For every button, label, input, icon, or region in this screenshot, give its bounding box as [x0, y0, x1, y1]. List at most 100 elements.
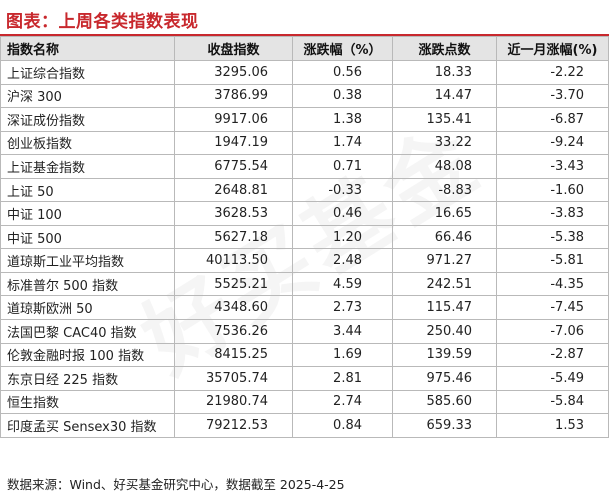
cell-change-pct: 1.69 — [292, 342, 393, 368]
cell-close: 6775.54 — [174, 154, 293, 179]
cell-change-points: 139.59 — [392, 342, 497, 368]
cell-month-change: 1.53 — [496, 413, 609, 438]
index-table-container: 指数名称 收盘指数 涨跌幅（%） 涨跌点数 近一月涨幅(%) 上证综合指数 329… — [0, 36, 609, 438]
cell-month-change: -3.43 — [496, 154, 609, 179]
cell-close: 79212.53 — [174, 413, 293, 438]
table-header-row: 指数名称 收盘指数 涨跌幅（%） 涨跌点数 近一月涨幅(%) — [0, 36, 609, 61]
column-header-close: 收盘指数 — [174, 36, 293, 61]
cell-month-change: -7.45 — [496, 295, 609, 321]
cell-close: 3295.06 — [174, 60, 293, 85]
cell-change-pct: 1.38 — [292, 107, 393, 132]
cell-close: 40113.50 — [174, 248, 293, 273]
cell-change-points: 115.47 — [392, 295, 497, 321]
table-row: 上证基金指数 6775.54 0.71 48.08 -3.43 — [0, 154, 609, 179]
cell-index-name: 中证 100 — [0, 201, 175, 226]
cell-change-points: 135.41 — [392, 107, 497, 132]
table-row: 标准普尔 500 指数 5525.21 4.59 242.51 -4.35 — [0, 271, 609, 297]
cell-change-points: 250.40 — [392, 319, 497, 344]
title-bar: 图表：上周各类指数表现 — [0, 0, 609, 36]
cell-change-pct: 0.84 — [292, 413, 393, 438]
cell-index-name: 上证综合指数 — [0, 60, 175, 85]
cell-month-change: -9.24 — [496, 130, 609, 156]
table-row: 印度孟买 Sensex30 指数 79212.53 0.84 659.33 1.53 — [0, 413, 609, 438]
cell-change-points: 33.22 — [392, 130, 497, 156]
table-row: 创业板指数 1947.19 1.74 33.22 -9.24 — [0, 130, 609, 156]
cell-change-pct: 0.38 — [292, 83, 393, 109]
cell-change-points: 242.51 — [392, 271, 497, 297]
cell-change-points: 18.33 — [392, 60, 497, 85]
cell-change-pct: 2.73 — [292, 295, 393, 321]
table-row: 东京日经 225 指数 35705.74 2.81 975.46 -5.49 — [0, 366, 609, 391]
index-performance-table: 指数名称 收盘指数 涨跌幅（%） 涨跌点数 近一月涨幅(%) 上证综合指数 329… — [0, 36, 609, 438]
cell-close: 5627.18 — [174, 224, 293, 250]
cell-index-name: 法国巴黎 CAC40 指数 — [0, 319, 175, 344]
data-source-note: 数据来源：Wind、好买基金研究中心，数据截至 2025-4-25 — [7, 477, 345, 492]
cell-index-name: 道琼斯欧洲 50 — [0, 295, 175, 321]
table-row: 道琼斯工业平均指数 40113.50 2.48 971.27 -5.81 — [0, 248, 609, 273]
cell-month-change: -6.87 — [496, 107, 609, 132]
cell-close: 9917.06 — [174, 107, 293, 132]
cell-month-change: -3.70 — [496, 83, 609, 109]
table-row: 深证成份指数 9917.06 1.38 135.41 -6.87 — [0, 107, 609, 132]
cell-month-change: -5.81 — [496, 248, 609, 273]
cell-month-change: -5.38 — [496, 224, 609, 250]
cell-change-points: 14.47 — [392, 83, 497, 109]
table-row: 法国巴黎 CAC40 指数 7536.26 3.44 250.40 -7.06 — [0, 319, 609, 344]
cell-month-change: -4.35 — [496, 271, 609, 297]
cell-close: 35705.74 — [174, 366, 293, 391]
table-row: 上证综合指数 3295.06 0.56 18.33 -2.22 — [0, 60, 609, 85]
table-row: 伦敦金融时报 100 指数 8415.25 1.69 139.59 -2.87 — [0, 342, 609, 368]
cell-change-points: 971.27 — [392, 248, 497, 273]
table-row: 沪深 300 3786.99 0.38 14.47 -3.70 — [0, 83, 609, 109]
cell-change-pct: 2.81 — [292, 366, 393, 391]
cell-change-pct: 1.74 — [292, 130, 393, 156]
cell-index-name: 伦敦金融时报 100 指数 — [0, 342, 175, 368]
cell-change-points: -8.83 — [392, 177, 497, 203]
cell-change-pct: 2.74 — [292, 389, 393, 415]
table-row: 恒生指数 21980.74 2.74 585.60 -5.84 — [0, 389, 609, 415]
cell-index-name: 创业板指数 — [0, 130, 175, 156]
cell-close: 7536.26 — [174, 319, 293, 344]
cell-change-pct: 1.20 — [292, 224, 393, 250]
column-header-change-pct: 涨跌幅（%） — [292, 36, 393, 61]
cell-change-points: 48.08 — [392, 154, 497, 179]
table-body: 上证综合指数 3295.06 0.56 18.33 -2.22 沪深 300 3786.99… — [0, 60, 609, 438]
table-row: 上证 50 2648.81 -0.33 -8.83 -1.60 — [0, 177, 609, 203]
cell-index-name: 上证基金指数 — [0, 154, 175, 179]
table-row: 中证 100 3628.53 0.46 16.65 -3.83 — [0, 201, 609, 226]
cell-close: 3628.53 — [174, 201, 293, 226]
table-row: 中证 500 5627.18 1.20 66.46 -5.38 — [0, 224, 609, 250]
cell-change-points: 659.33 — [392, 413, 497, 438]
cell-index-name: 东京日经 225 指数 — [0, 366, 175, 391]
cell-close: 8415.25 — [174, 342, 293, 368]
cell-index-name: 沪深 300 — [0, 83, 175, 109]
table-row: 道琼斯欧洲 50 4348.60 2.73 115.47 -7.45 — [0, 295, 609, 321]
cell-close: 4348.60 — [174, 295, 293, 321]
cell-index-name: 道琼斯工业平均指数 — [0, 248, 175, 273]
cell-month-change: -7.06 — [496, 319, 609, 344]
cell-close: 1947.19 — [174, 130, 293, 156]
column-header-name: 指数名称 — [0, 36, 175, 61]
cell-change-points: 585.60 — [392, 389, 497, 415]
cell-close: 3786.99 — [174, 83, 293, 109]
cell-change-pct: 0.56 — [292, 60, 393, 85]
cell-change-pct: 2.48 — [292, 248, 393, 273]
cell-change-pct: 0.46 — [292, 201, 393, 226]
cell-month-change: -5.49 — [496, 366, 609, 391]
cell-close: 2648.81 — [174, 177, 293, 203]
cell-month-change: -1.60 — [496, 177, 609, 203]
cell-change-pct: -0.33 — [292, 177, 393, 203]
cell-index-name: 中证 500 — [0, 224, 175, 250]
cell-month-change: -2.87 — [496, 342, 609, 368]
cell-index-name: 印度孟买 Sensex30 指数 — [0, 413, 175, 438]
cell-change-points: 66.46 — [392, 224, 497, 250]
cell-index-name: 恒生指数 — [0, 389, 175, 415]
cell-change-pct: 0.71 — [292, 154, 393, 179]
cell-close: 21980.74 — [174, 389, 293, 415]
chart-title: 图表：上周各类指数表现 — [6, 12, 199, 32]
column-header-month-change: 近一月涨幅(%) — [496, 36, 609, 61]
cell-change-points: 975.46 — [392, 366, 497, 391]
cell-month-change: -3.83 — [496, 201, 609, 226]
cell-change-pct: 3.44 — [292, 319, 393, 344]
cell-month-change: -2.22 — [496, 60, 609, 85]
